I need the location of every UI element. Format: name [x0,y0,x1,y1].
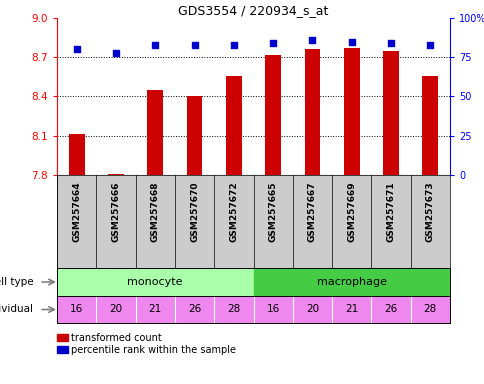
Text: 20: 20 [109,305,122,314]
Bar [136,296,175,323]
Point [386,40,394,46]
Bar [371,296,410,323]
Text: 26: 26 [187,305,201,314]
Bar [332,296,371,323]
Text: 21: 21 [148,305,162,314]
Point [112,50,120,56]
Bar [292,296,332,323]
Text: macrophage: macrophage [316,277,386,287]
Text: GSM257672: GSM257672 [229,182,238,242]
Text: GSM257664: GSM257664 [72,182,81,242]
Point [425,41,433,48]
Bar [175,296,214,323]
Bar [57,296,96,323]
Text: GSM257666: GSM257666 [111,182,120,242]
Text: 28: 28 [423,305,436,314]
Point [308,37,316,43]
Bar [253,296,292,323]
Bar [422,76,438,175]
Title: GDS3554 / 220934_s_at: GDS3554 / 220934_s_at [178,4,328,17]
Text: 16: 16 [70,305,83,314]
Bar [304,50,319,175]
Point [73,46,80,53]
Bar [96,296,136,323]
Bar [108,174,123,175]
Bar [147,90,163,175]
Point [151,41,159,48]
Bar [214,296,253,323]
Text: monocyte: monocyte [127,277,182,287]
Bar [57,268,253,296]
Text: GSM257667: GSM257667 [307,182,317,242]
Bar [343,48,359,175]
Text: 16: 16 [266,305,279,314]
Bar [186,96,202,175]
Bar [69,134,84,175]
Text: 20: 20 [305,305,318,314]
Bar [382,51,398,175]
Text: GSM257671: GSM257671 [386,182,395,242]
Point [229,41,237,48]
Text: transformed count: transformed count [71,333,161,343]
Text: percentile rank within the sample: percentile rank within the sample [71,344,235,354]
Text: GSM257665: GSM257665 [268,182,277,242]
Text: GSM257668: GSM257668 [151,182,159,242]
Text: cell type: cell type [0,277,33,287]
Text: GSM257669: GSM257669 [347,182,356,242]
Point [269,40,276,46]
Text: 21: 21 [345,305,358,314]
Bar [265,55,280,175]
Bar [253,268,449,296]
Point [190,41,198,48]
Text: 28: 28 [227,305,240,314]
Text: GSM257670: GSM257670 [190,182,198,242]
Text: 26: 26 [384,305,397,314]
Text: individual: individual [0,305,33,314]
Bar [410,296,449,323]
Point [347,38,355,45]
Text: GSM257673: GSM257673 [425,182,434,242]
Bar [226,76,241,175]
